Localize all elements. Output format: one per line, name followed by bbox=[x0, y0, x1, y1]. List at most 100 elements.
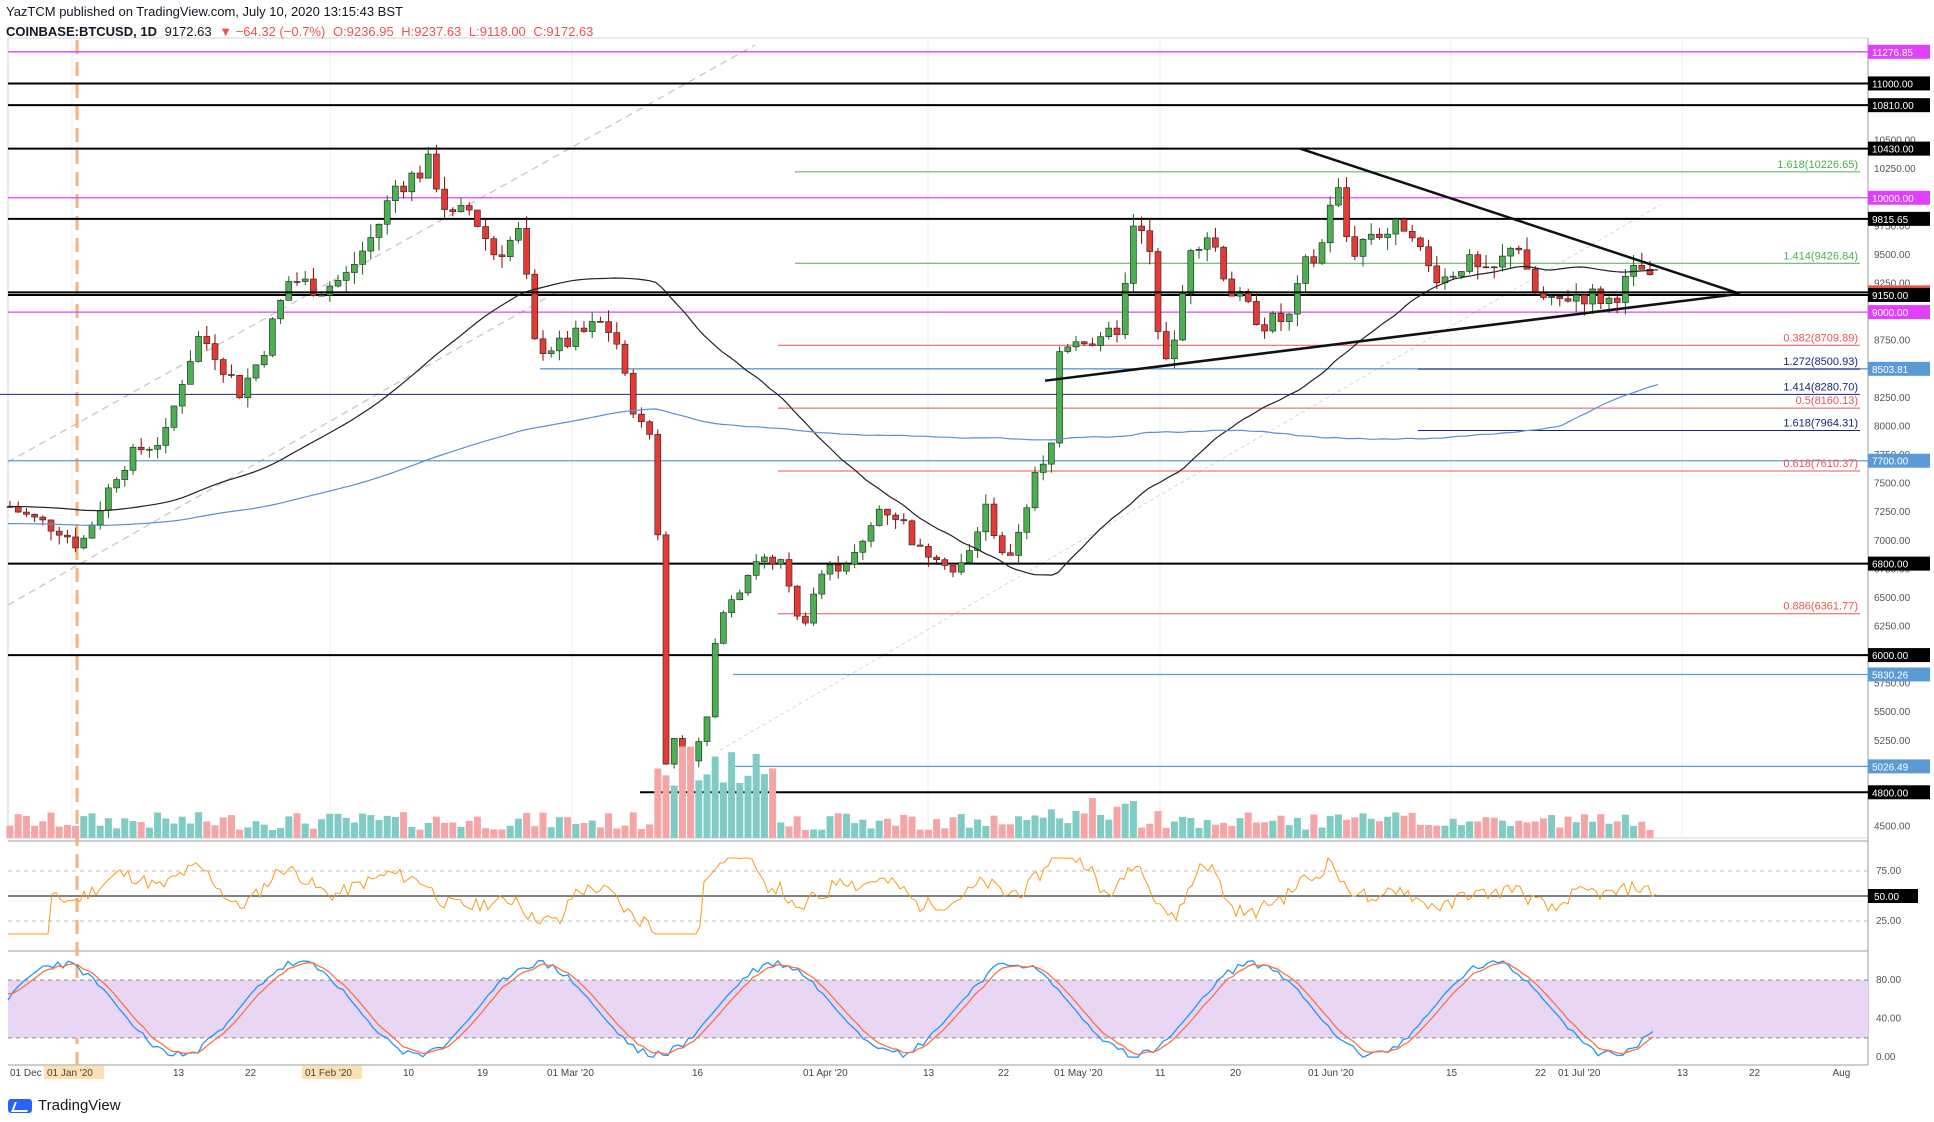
candle-body bbox=[974, 531, 981, 551]
fib-level-label: 0.886(6361.77) bbox=[1783, 601, 1858, 613]
volume-bar bbox=[268, 829, 276, 838]
volume-bar bbox=[473, 816, 481, 838]
volume-bar bbox=[801, 829, 809, 838]
volume-bar bbox=[441, 822, 449, 838]
volume-bar bbox=[227, 815, 235, 838]
candle-body bbox=[1548, 296, 1555, 298]
volume-bar bbox=[564, 817, 572, 838]
volume-bar bbox=[498, 829, 506, 838]
volume-bar bbox=[900, 814, 908, 838]
candle-body bbox=[539, 338, 547, 354]
x-tick-label: 15 bbox=[1446, 1068, 1458, 1079]
volume-bar bbox=[1039, 817, 1047, 838]
candle-body bbox=[1367, 233, 1375, 240]
level-price-tag bbox=[1868, 44, 1930, 59]
volume-bar bbox=[416, 829, 424, 838]
candle-body bbox=[1253, 301, 1260, 326]
volume-bar bbox=[1490, 817, 1498, 838]
candle-body bbox=[375, 223, 383, 238]
volume-bar bbox=[277, 828, 285, 838]
volume-bar bbox=[621, 825, 629, 838]
candle-body bbox=[826, 564, 834, 575]
tradingview-logo[interactable]: TradingView bbox=[8, 1097, 121, 1114]
y-tick-label: 7250.00 bbox=[1874, 507, 1911, 518]
volume-bar bbox=[1515, 820, 1523, 838]
volume-bar bbox=[924, 829, 932, 838]
volume-bar bbox=[1113, 806, 1121, 838]
level-price-label: 10810.00 bbox=[1872, 101, 1914, 112]
candle-body bbox=[1089, 343, 1096, 346]
x-tick-label: 19 bbox=[477, 1068, 489, 1079]
volume-bar bbox=[1252, 822, 1260, 838]
volume-bar bbox=[531, 826, 539, 838]
candle-body bbox=[982, 503, 990, 533]
candle-body bbox=[851, 551, 858, 565]
volume-bar bbox=[678, 746, 686, 838]
candle-body bbox=[875, 508, 883, 526]
candle-body bbox=[490, 238, 498, 256]
candle-body bbox=[39, 516, 47, 521]
candle-body bbox=[744, 575, 752, 594]
volume-bar bbox=[957, 814, 965, 838]
x-tick-label: 01 Feb '20 bbox=[305, 1068, 352, 1079]
x-tick-label: 20 bbox=[1230, 1068, 1242, 1079]
volume-bar bbox=[1400, 815, 1408, 838]
candle-body bbox=[1007, 552, 1014, 556]
volume-bar bbox=[1318, 827, 1326, 838]
x-tick-label: Aug bbox=[1833, 1068, 1851, 1079]
fib-level-label: 0.5(8160.13) bbox=[1796, 395, 1858, 407]
volume-bar bbox=[867, 828, 875, 838]
candle-body bbox=[1408, 230, 1416, 239]
x-tick-label: 13 bbox=[1677, 1068, 1689, 1079]
volume-bar bbox=[695, 780, 703, 838]
candle-body bbox=[605, 321, 612, 333]
candle-body bbox=[990, 503, 998, 537]
candle-body bbox=[1097, 336, 1104, 346]
volume-bar bbox=[572, 823, 580, 838]
stoch-band bbox=[8, 980, 1868, 1038]
candle-body bbox=[424, 153, 432, 179]
candles bbox=[6, 144, 1654, 769]
candle-body bbox=[1613, 297, 1621, 303]
candle-body bbox=[383, 200, 391, 225]
symbol-name: COINBASE:BTCUSD, 1D bbox=[6, 24, 157, 39]
candle-body bbox=[1302, 256, 1309, 284]
candle-body bbox=[1572, 294, 1580, 302]
level-price-label: 4800.00 bbox=[1872, 788, 1909, 799]
y-tick-label: 10250.00 bbox=[1874, 164, 1916, 175]
volume-bar bbox=[1449, 818, 1457, 838]
candle-body bbox=[597, 321, 604, 323]
candle-body bbox=[1121, 283, 1129, 335]
candle-body bbox=[998, 535, 1006, 554]
stoch-tick-label: 40.00 bbox=[1876, 1014, 1901, 1025]
level-price-tag bbox=[1868, 141, 1930, 156]
volume-bar bbox=[137, 822, 145, 838]
level-price-tag bbox=[1868, 556, 1930, 571]
candle-body bbox=[211, 343, 219, 360]
x-tick-label: 01 Jan '20 bbox=[47, 1068, 93, 1079]
volume-bars bbox=[6, 746, 1654, 838]
volume-bar bbox=[1121, 803, 1129, 838]
volume-bar bbox=[309, 828, 317, 838]
volume-bar bbox=[1261, 822, 1269, 838]
volume-bar bbox=[826, 816, 834, 838]
volume-bar bbox=[793, 816, 801, 838]
candle-body bbox=[1458, 271, 1465, 277]
volume-bar bbox=[47, 812, 55, 838]
fib-level-label: 1.618(10226.65) bbox=[1777, 159, 1858, 171]
ohlc-open: O:9236.95 bbox=[332, 24, 394, 39]
candle-body bbox=[1048, 442, 1055, 465]
x-tick-label: 01 Jul '20 bbox=[1558, 1068, 1601, 1079]
candle-body bbox=[1417, 237, 1424, 248]
y-tick-label: 4500.00 bbox=[1874, 822, 1911, 833]
candle-body bbox=[793, 585, 801, 617]
volume-bar bbox=[301, 823, 309, 838]
volume-bar bbox=[285, 816, 293, 838]
volume-bar bbox=[1466, 821, 1474, 838]
candle-body bbox=[720, 612, 727, 644]
volume-bar bbox=[933, 819, 941, 838]
candle-body bbox=[1622, 275, 1629, 303]
x-tick-label: 13 bbox=[923, 1068, 935, 1079]
candle-body bbox=[761, 556, 768, 562]
